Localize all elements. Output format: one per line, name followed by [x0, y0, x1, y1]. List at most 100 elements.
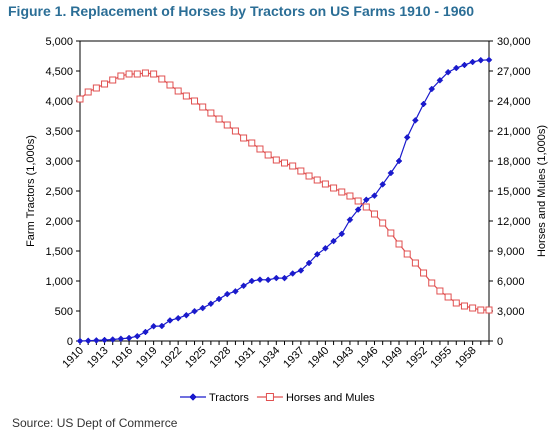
y-right-tick-label: 15,000 — [497, 186, 531, 198]
y-right-tick-label: 18,000 — [497, 156, 531, 168]
horses-and-mules-point — [256, 145, 264, 153]
tractors-point — [477, 56, 485, 64]
horses-and-mules-point — [305, 172, 313, 180]
x-tick-label: 1919 — [134, 345, 160, 371]
horses-and-mules-line — [79, 72, 489, 311]
y-right-tick-label: 21,000 — [497, 126, 531, 138]
horses-and-mules-point — [428, 279, 436, 287]
horses-and-mules-point — [182, 92, 190, 100]
tractors-point — [469, 58, 476, 66]
horses-and-mules-point — [313, 176, 321, 184]
x-tick-label: 1922 — [158, 345, 184, 371]
horses-and-mules-point — [109, 76, 117, 84]
horses-and-mules-point — [125, 70, 133, 78]
tractors-line — [79, 59, 490, 342]
horses-and-mules-point — [387, 229, 395, 237]
x-tick-label: 1946 — [355, 345, 381, 371]
y-right-tick-label: 9,000 — [497, 246, 525, 258]
series-tractors — [76, 56, 493, 345]
horses-and-mules-point — [272, 156, 280, 164]
y-left-tick-label: 2,500 — [45, 186, 73, 198]
y-left-tick-label: 1,000 — [45, 276, 73, 288]
tractors-point — [101, 336, 108, 344]
tractors-point — [346, 216, 354, 224]
tractors-point — [84, 337, 92, 345]
tractors-point — [215, 295, 223, 303]
tractors-point — [338, 230, 346, 238]
tractors-point — [166, 317, 174, 324]
tractors-point — [191, 307, 198, 315]
x-tick-label: 1931 — [232, 345, 258, 371]
x-tick-label: 1916 — [109, 345, 135, 371]
tractors-point — [256, 276, 264, 284]
tractors-point — [444, 68, 452, 76]
horses-and-mules-point — [362, 203, 370, 211]
tractors-point — [485, 56, 493, 64]
x-tick-label: 1943 — [330, 345, 356, 371]
chart-title: Figure 1. Replacement of Horses by Tract… — [8, 3, 475, 19]
legend-swatch-marker — [189, 393, 197, 401]
plot-frame — [79, 40, 490, 342]
tractors-point — [362, 196, 370, 204]
y-right-axis-label: Horses and Mules (1,000s) — [536, 125, 548, 257]
tractors-point — [207, 300, 215, 308]
tractors-point — [223, 290, 231, 298]
tractors-point — [289, 270, 297, 277]
x-tick-label: 1940 — [306, 345, 332, 371]
tractors-point — [76, 337, 84, 345]
horses-and-mules-point — [199, 103, 207, 111]
x-tick-label: 1925 — [183, 345, 209, 371]
x-tick-label: 1958 — [453, 345, 479, 371]
tractors-point — [133, 332, 141, 340]
y-right-tick-label: 24,000 — [497, 96, 531, 108]
horses-and-mules-point — [101, 80, 109, 88]
tractors-point — [142, 328, 149, 336]
tractors-point — [232, 288, 239, 295]
source-note: Source: US Dept of Commerce — [12, 416, 178, 430]
tractors-point — [93, 337, 100, 344]
series-horses-and-mules — [76, 69, 493, 314]
horses-and-mules-point — [76, 95, 84, 103]
tractors-point — [379, 181, 387, 188]
y-right-tick-label: 6,000 — [497, 276, 525, 288]
tractors-point — [174, 314, 182, 322]
tractors-point — [182, 311, 190, 319]
horses-and-mules-point — [379, 219, 387, 227]
tractors-point — [125, 334, 133, 342]
tractors-point — [264, 276, 272, 284]
horses-and-mules-point — [223, 121, 231, 129]
tractors-point — [199, 304, 207, 312]
horses-and-mules-point — [297, 167, 305, 175]
horses-and-mules-point — [281, 159, 288, 167]
y-left-tick-label: 3,500 — [45, 126, 73, 138]
horses-and-mules-point — [92, 84, 100, 92]
tractors-point — [313, 250, 321, 258]
series-group — [76, 56, 493, 345]
x-tick-label: 1952 — [404, 345, 430, 371]
horses-and-mules-point — [460, 302, 468, 310]
y-left-tick-label: 2,000 — [45, 216, 73, 228]
horses-and-mules-point — [338, 188, 346, 196]
horses-and-mules-point — [215, 115, 223, 123]
legend-label: Tractors — [209, 392, 249, 404]
legend-item-tractors: Tractors — [180, 392, 249, 404]
tractors-point — [354, 206, 362, 213]
y-left-axis-label: Farm Tractors (1,000s) — [25, 135, 37, 247]
horses-and-mules-point — [403, 250, 411, 258]
horses-and-mules-point — [191, 97, 199, 105]
tractors-point — [403, 134, 411, 141]
horses-and-mules-point — [264, 151, 272, 159]
tractors-point — [436, 76, 444, 84]
x-tick-label: 1910 — [60, 345, 86, 371]
horses-and-mules-point — [346, 192, 354, 200]
horses-and-mules-point — [436, 287, 444, 295]
horses-and-mules-point — [452, 299, 460, 307]
tractors-point — [158, 322, 166, 330]
tractors-point — [109, 336, 117, 343]
horses-and-mules-point — [330, 184, 338, 192]
y-left-tick-label: 4,000 — [45, 96, 73, 108]
y-left-tick-label: 500 — [55, 306, 73, 318]
horses-and-mules-point — [84, 88, 92, 96]
y-left-tick-label: 3,000 — [45, 156, 73, 168]
legend-item-horses-and-mules: Horses and Mules — [256, 392, 375, 404]
